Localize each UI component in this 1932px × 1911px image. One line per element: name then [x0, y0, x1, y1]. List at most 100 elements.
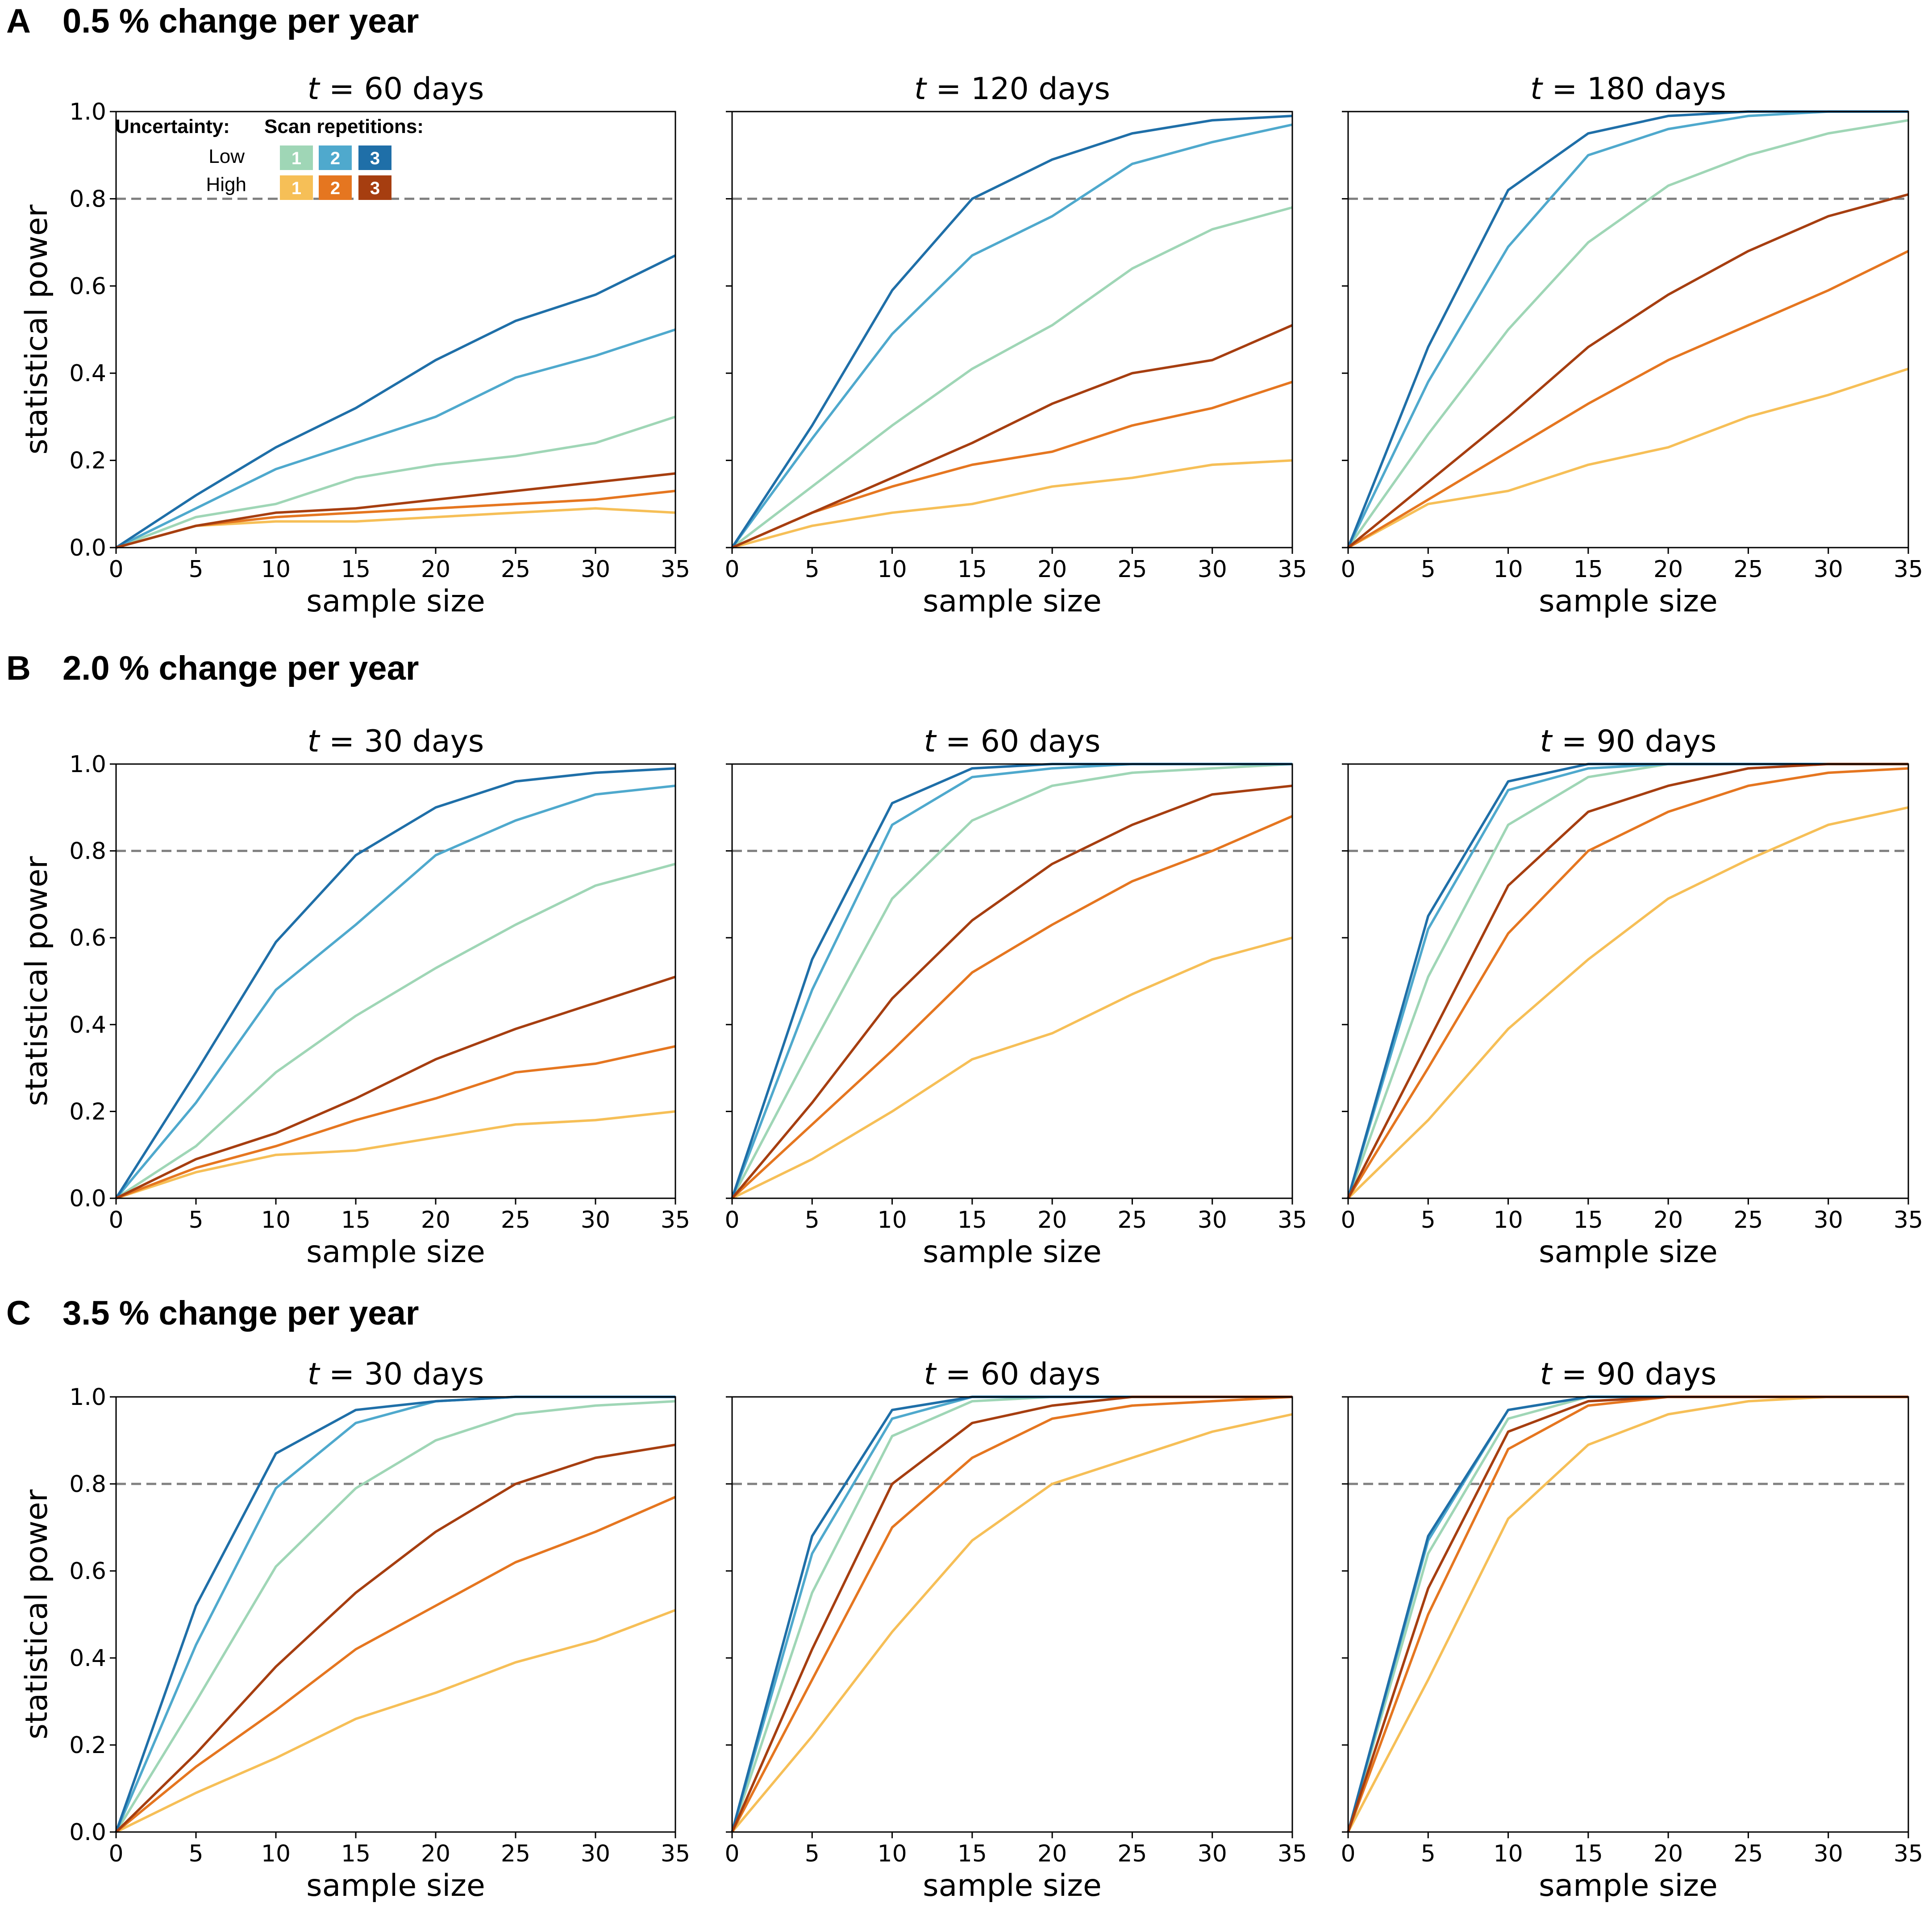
series-line-high-3 — [1347, 1396, 1908, 1832]
chart-title: t = 90 days — [1540, 724, 1717, 759]
x-tick-label: 0 — [724, 1207, 739, 1234]
x-tick-label: 20 — [421, 556, 450, 583]
x-tick-label: 30 — [1198, 556, 1227, 583]
legend-low-label: Low — [208, 145, 245, 167]
series-line-low-2 — [1347, 763, 1908, 1199]
legend-swatch-label-low-2: 2 — [330, 149, 340, 168]
x-tick-label: 30 — [1814, 1840, 1843, 1867]
legend-swatch-low-3 — [358, 145, 391, 170]
series-line-low-2 — [115, 784, 676, 1199]
series-line-high-3 — [115, 976, 676, 1200]
chart-panel-3: t = 180 days 0 5 10 15 20 25 30 35 sample size — [1341, 71, 1923, 619]
series-line-high-1 — [115, 1609, 676, 1833]
x-tick-label: 5 — [805, 556, 820, 583]
x-tick-label: 15 — [958, 1207, 987, 1234]
x-tick-label: 0 — [724, 556, 739, 583]
y-tick-label: 0.4 — [69, 1645, 106, 1672]
series-line-high-1 — [1347, 806, 1909, 1199]
series-line-low-1 — [731, 1396, 1292, 1832]
chart-title-variable: t — [308, 724, 321, 759]
legend-swatch-low-2 — [319, 145, 352, 170]
legend-swatch-label-low-3: 3 — [370, 149, 380, 168]
chart-title: t = 180 days — [1530, 71, 1726, 107]
x-tick-label: 15 — [958, 556, 987, 583]
y-tick-label: 0.2 — [69, 448, 106, 474]
x-tick-label: 30 — [581, 556, 610, 583]
chart-title-variable: t — [308, 71, 321, 107]
series-line-high-3 — [115, 1443, 676, 1833]
x-tick-label: 25 — [1733, 556, 1763, 583]
row-letter-b: B — [6, 649, 31, 687]
chart-title: t = 60 days — [924, 724, 1101, 759]
plot-frame — [1347, 1396, 1909, 1833]
y-tick-label: 0.4 — [69, 360, 106, 387]
x-tick-label: 35 — [1894, 1207, 1923, 1234]
x-tick-label: 30 — [1814, 556, 1843, 583]
plot-frame — [1347, 111, 1909, 548]
x-axis-label: sample size — [306, 584, 485, 619]
y-tick-label: 0.0 — [69, 1185, 106, 1212]
x-tick-label: 0 — [108, 556, 123, 583]
legend-swatch-high-2 — [319, 175, 352, 200]
plot-frame — [115, 763, 676, 1199]
row-letter-c: C — [6, 1294, 31, 1332]
x-axis-label: sample size — [923, 584, 1102, 619]
series-line-low-3 — [1347, 1396, 1908, 1832]
series-line-high-2 — [115, 1496, 676, 1833]
y-tick-label: 0.8 — [69, 838, 106, 865]
row-title-c: 3.5 % change per year — [62, 1294, 419, 1332]
series-line-low-2 — [115, 1396, 675, 1833]
x-tick-label: 15 — [341, 1840, 371, 1867]
x-tick-label: 15 — [1574, 1840, 1603, 1867]
series-line-high-1 — [732, 459, 1293, 549]
x-tick-label: 35 — [1278, 556, 1307, 583]
legend-swatch-high-1 — [280, 175, 313, 200]
y-tick-label: 0.4 — [69, 1012, 106, 1039]
series-line-high-1 — [116, 507, 676, 549]
x-tick-label: 0 — [1341, 1207, 1355, 1234]
chart-title-text: = 60 days — [319, 71, 484, 107]
x-axis-label: sample size — [923, 1868, 1102, 1903]
x-tick-label: 0 — [724, 1840, 739, 1867]
series-line-high-2 — [1347, 250, 1909, 549]
chart-title-variable: t — [308, 1357, 321, 1392]
row-title-a: 0.5 % change per year — [62, 2, 419, 40]
x-tick-label: 5 — [188, 1207, 203, 1234]
legend: Uncertainty: Scan repetitions: Low High 1 2 3 1… — [115, 116, 424, 200]
x-tick-label: 30 — [1814, 1207, 1843, 1234]
x-tick-label: 25 — [1733, 1207, 1763, 1234]
series-line-high-2 — [1347, 767, 1909, 1199]
y-tick-label: 0.0 — [69, 1819, 106, 1846]
y-tick-label: 1.0 — [69, 99, 106, 125]
series-line-low-2 — [1347, 1396, 1908, 1832]
x-tick-label: 10 — [261, 1207, 291, 1234]
y-tick-label: 1.0 — [69, 751, 106, 778]
x-tick-label: 15 — [1574, 556, 1603, 583]
series-line-high-3 — [1347, 193, 1909, 549]
y-tick-label: 0.6 — [69, 1558, 106, 1585]
legend-high-label: High — [206, 174, 247, 195]
series-line-high-2 — [731, 1396, 1293, 1833]
x-tick-label: 5 — [805, 1207, 820, 1234]
legend-swatch-label-high-3: 3 — [370, 179, 380, 198]
chart-title-variable: t — [914, 71, 927, 107]
chart-panel-1: t = 60 days 0 5 10 15 20 25 30 35 0.0 0.2 0.4 0.6 0.8… — [19, 71, 690, 619]
chart-title-text: = 120 days — [926, 71, 1110, 107]
x-tick-label: 20 — [1037, 556, 1067, 583]
plot-frame — [115, 111, 676, 548]
series-line-low-2 — [1347, 110, 1908, 548]
plot-frame — [731, 763, 1293, 1199]
legend-uncertainty-label: Uncertainty: — [115, 116, 230, 137]
x-tick-label: 5 — [1421, 1207, 1436, 1234]
x-tick-label: 5 — [188, 556, 203, 583]
series-line-high-3 — [731, 324, 1293, 549]
series-line-low-1 — [115, 863, 676, 1200]
series-line-high-3 — [1347, 763, 1908, 1199]
series-line-high-3 — [731, 1396, 1292, 1833]
series-line-low-1 — [1347, 1396, 1908, 1832]
y-axis-label: statistical power — [19, 204, 54, 454]
row-letter-a: A — [6, 2, 31, 40]
legend-repetitions-label: Scan repetitions: — [264, 116, 424, 137]
y-tick-label: 1.0 — [69, 1384, 106, 1411]
